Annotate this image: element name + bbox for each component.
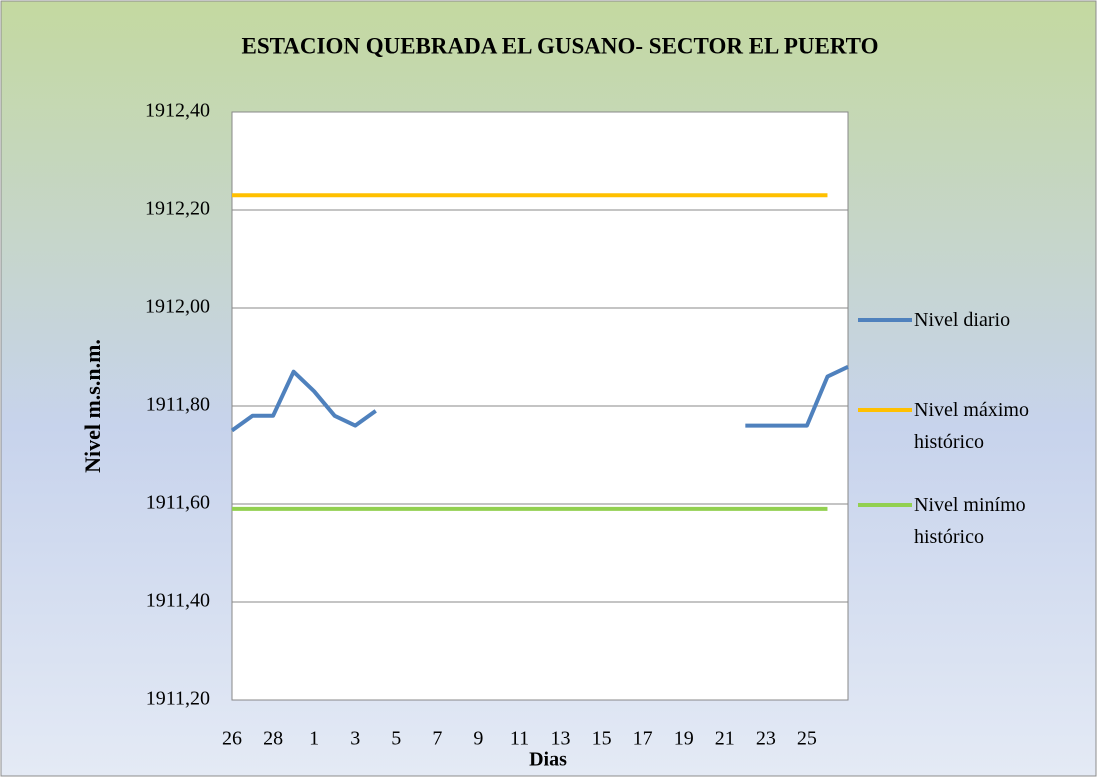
y-tick-label: 1912,20	[145, 198, 210, 220]
x-tick-label: 1	[309, 728, 319, 750]
x-tick-label: 23	[756, 728, 776, 750]
y-tick-label: 1911,80	[146, 394, 210, 416]
x-tick-label: 7	[432, 728, 442, 750]
x-tick-label: 28	[263, 728, 283, 750]
x-tick-label: 26	[222, 728, 242, 750]
legend-label: Nivel minímo histórico	[914, 494, 1026, 548]
x-tick-label: 21	[715, 728, 735, 750]
x-tick-label: 11	[510, 728, 529, 750]
legend-label: Nivel diario	[914, 309, 1011, 331]
x-tick-label: 25	[797, 728, 817, 750]
x-axis-title: Dias	[529, 749, 567, 771]
y-tick-label: 1912,00	[145, 296, 210, 318]
y-axis-title: Nivel m.s.n.m.	[80, 339, 105, 473]
x-tick-label: 13	[551, 728, 571, 750]
y-tick-label: 1911,20	[146, 688, 210, 710]
x-tick-label: 17	[633, 728, 653, 750]
series-line	[230, 364, 849, 433]
y-tick-label: 1911,40	[146, 590, 210, 612]
y-tick-label: 1912,40	[145, 100, 210, 122]
legend-label: Nivel máximo histórico	[914, 399, 1029, 453]
chart-title: ESTACION QUEBRADA EL GUSANO- SECTOR EL P…	[242, 33, 879, 58]
x-tick-label: 3	[350, 728, 360, 750]
x-tick-label: 5	[391, 728, 401, 750]
x-tick-label: 15	[592, 728, 612, 750]
y-tick-label: 1911,60	[146, 492, 210, 514]
x-tick-label: 9	[473, 728, 483, 750]
x-tick-label: 19	[674, 728, 694, 750]
